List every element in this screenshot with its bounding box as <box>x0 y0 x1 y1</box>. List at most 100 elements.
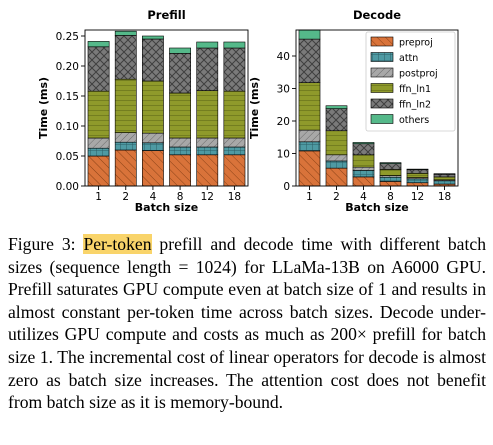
bar-ffn_ln1-18 <box>433 176 456 181</box>
bar-ffn_ln2-8 <box>379 163 402 170</box>
legend-label-ffn_ln1: ffn_ln1 <box>399 84 431 95</box>
bar-others-2 <box>114 30 137 36</box>
bar-others-18 <box>223 41 246 49</box>
bar-attn-12 <box>406 178 429 184</box>
y-tick-label: 0 <box>283 181 290 193</box>
legend-label-attn: attn <box>399 53 418 64</box>
bar-ffn_ln2-2 <box>325 108 348 132</box>
y-tick-label: 30 <box>277 83 290 95</box>
figure-caption: Figure 3: Per-token prefill and decode t… <box>8 233 486 414</box>
bar-ffn_ln1-1 <box>87 90 110 139</box>
bar-preproj-2 <box>325 167 348 187</box>
bar-preproj-12 <box>196 154 219 187</box>
chart-title: Decode <box>353 8 401 22</box>
y-tick-label: 0.15 <box>56 91 79 103</box>
bar-preproj-1 <box>298 150 321 187</box>
legend-swatch-preproj <box>370 36 394 47</box>
axes-frame <box>84 29 249 187</box>
bar-ffn_ln1-2 <box>114 78 137 133</box>
bar-others-8 <box>169 47 191 54</box>
bar-ffn_ln2-1 <box>87 46 110 92</box>
bar-others-4 <box>142 35 164 40</box>
bar-preproj-1 <box>87 155 110 187</box>
bar-ffn_ln1-18 <box>223 90 246 139</box>
bar-ffn_ln2-1 <box>298 38 321 83</box>
x-tick-label: 8 <box>387 191 394 203</box>
x-axis-label: Batch size <box>135 201 198 214</box>
bar-preproj-4 <box>352 176 375 187</box>
y-tick-label: 0.20 <box>56 61 79 73</box>
bar-postproj-12 <box>196 137 219 148</box>
x-tick-label: 12 <box>201 191 214 203</box>
bar-ffn_ln1-4 <box>142 80 164 134</box>
bar-others-18 <box>433 173 456 175</box>
legend-label-ffn_ln2: ffn_ln2 <box>399 100 431 111</box>
bar-attn-12 <box>196 146 219 156</box>
bar-postproj-8 <box>169 137 191 148</box>
y-tick-label: 20 <box>277 116 290 128</box>
bar-others-2 <box>325 105 348 109</box>
y-tick-label: 10 <box>277 148 290 160</box>
bar-postproj-2 <box>325 154 348 162</box>
bar-attn-1 <box>298 141 321 152</box>
bar-ffn_ln2-12 <box>406 169 429 174</box>
bar-attn-18 <box>433 180 456 185</box>
bar-attn-8 <box>379 176 402 182</box>
caption-prefix: Figure 3: <box>8 234 84 254</box>
bar-attn-4 <box>352 170 375 178</box>
x-tick-label: 1 <box>95 191 102 203</box>
legend-label-postproj: postproj <box>399 69 438 80</box>
caption-highlight: Per-token <box>83 234 152 254</box>
bar-ffn_ln1-1 <box>298 82 321 131</box>
bar-others-8 <box>379 162 402 164</box>
bar-ffn_ln2-8 <box>169 53 191 94</box>
x-tick-label: 18 <box>228 191 241 203</box>
bar-preproj-2 <box>114 149 137 187</box>
x-tick-label: 2 <box>122 191 129 203</box>
bar-others-1 <box>87 41 110 48</box>
y-tick-label: 0.25 <box>56 31 79 43</box>
x-tick-label: 1 <box>306 191 313 203</box>
bar-ffn_ln1-8 <box>379 169 402 176</box>
y-axis-label: Time (ms) <box>37 77 50 139</box>
bar-preproj-8 <box>379 181 402 187</box>
legend-label-others: others <box>399 115 429 126</box>
x-tick-label: 18 <box>438 191 451 203</box>
bar-ffn_ln2-12 <box>196 47 219 91</box>
legend-label-preproj: preproj <box>399 38 433 49</box>
x-tick-label: 12 <box>411 191 424 203</box>
bar-others-4 <box>352 142 375 145</box>
bar-preproj-12 <box>406 182 429 187</box>
legend-swatch-attn <box>370 52 394 62</box>
bar-ffn_ln1-12 <box>196 90 219 139</box>
bar-ffn_ln2-4 <box>352 143 375 156</box>
legend-swatch-ffn_ln1 <box>370 83 394 93</box>
y-tick-label: 0.05 <box>56 151 79 163</box>
bar-attn-2 <box>325 160 348 169</box>
bar-postproj-1 <box>87 137 110 149</box>
bar-ffn_ln1-12 <box>406 173 429 178</box>
x-tick-label: 2 <box>333 191 340 203</box>
x-tick-label: 4 <box>150 191 157 203</box>
y-axis-label: Time (ms) <box>248 77 261 139</box>
bar-postproj-1 <box>298 129 321 143</box>
bar-others-12 <box>196 41 219 49</box>
x-tick-label: 4 <box>360 191 367 203</box>
axes-frame <box>295 29 459 187</box>
caption-text: prefill and decode time with different b… <box>8 234 486 413</box>
bar-ffn_ln2-4 <box>142 38 164 82</box>
bar-ffn_ln1-4 <box>352 154 375 168</box>
bar-others-1 <box>298 29 321 40</box>
bar-preproj-8 <box>169 154 191 187</box>
chart-title: Prefill <box>147 8 185 22</box>
bar-attn-1 <box>87 147 110 157</box>
bar-attn-18 <box>223 146 246 156</box>
y-tick-label: 40 <box>277 51 290 63</box>
legend-swatch-ffn_ln2 <box>370 98 394 109</box>
y-tick-label: 0.00 <box>56 181 79 193</box>
bar-preproj-18 <box>223 154 246 187</box>
x-axis-label: Batch size <box>345 201 408 214</box>
